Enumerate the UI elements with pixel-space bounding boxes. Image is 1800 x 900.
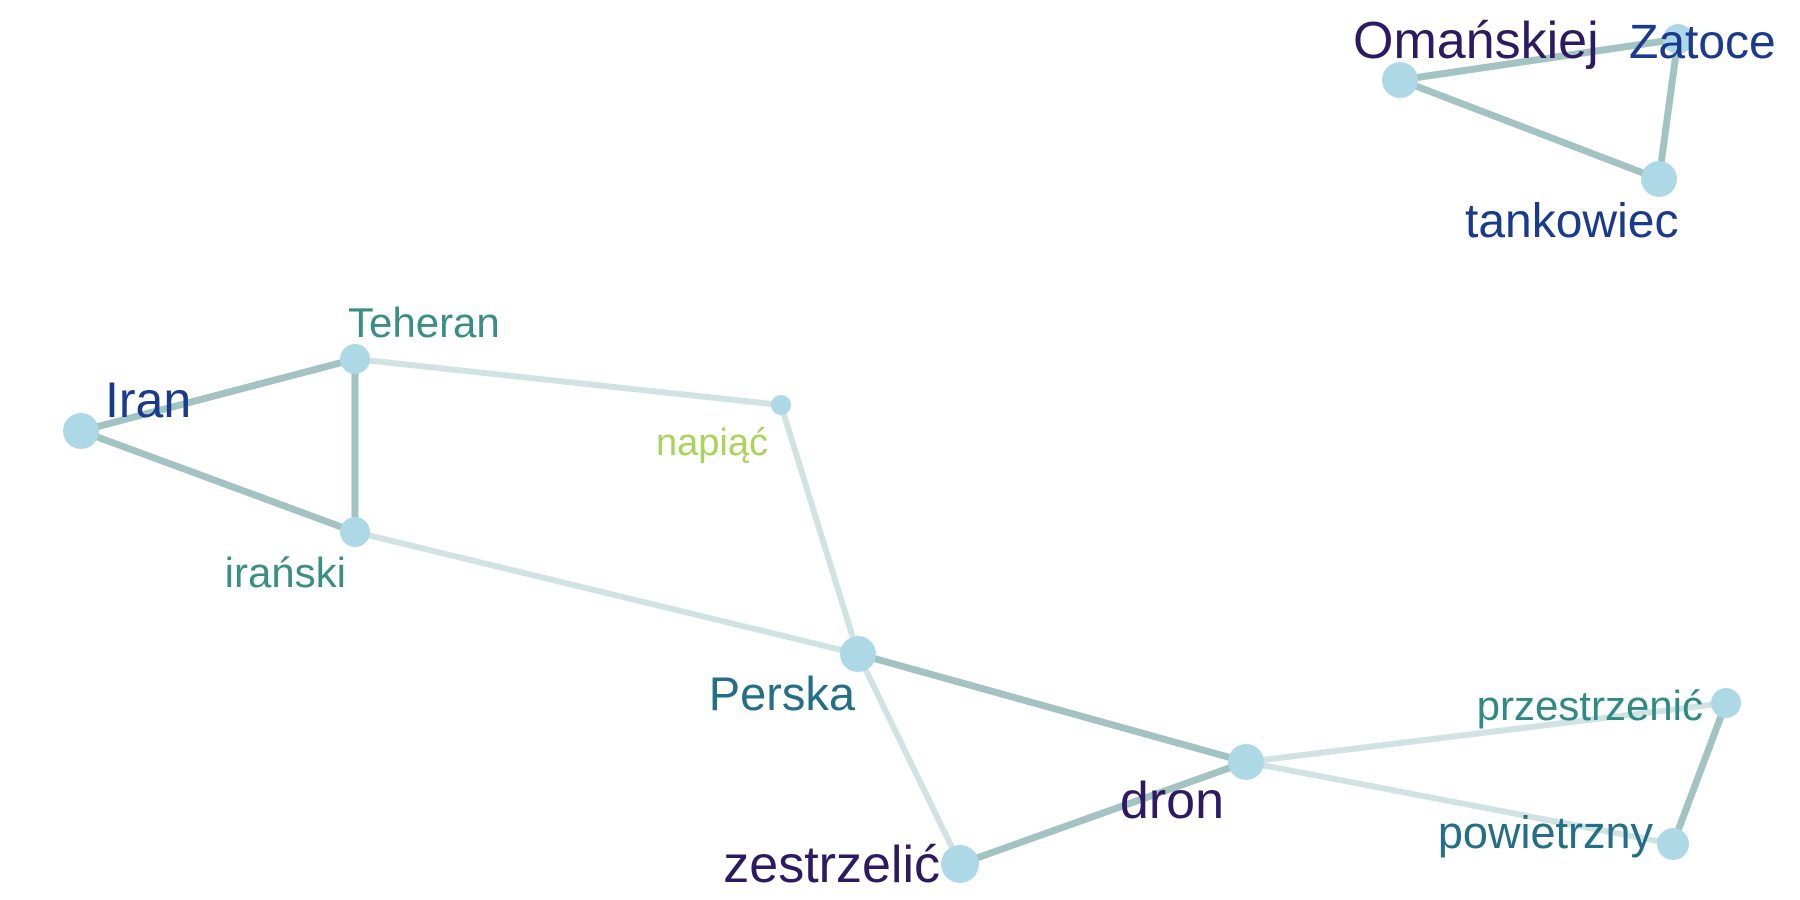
edges-layer [77, 35, 1730, 868]
node-przestrzenic [1711, 688, 1741, 718]
edge-przestrzenic-powietrzny [1669, 699, 1730, 848]
node-label-iran: Iran [105, 372, 191, 428]
edge-iran-iranski [77, 427, 359, 536]
node-label-teheran: Teheran [348, 299, 500, 346]
edge-dron-powietrzny [1243, 759, 1676, 847]
node-label-iranski: irański [225, 549, 346, 596]
node-zestrzelic [941, 845, 979, 883]
edge-omanskiej-tankowiec [1396, 76, 1663, 183]
node-zatoce [1663, 24, 1693, 54]
labels-layer: Omańskiej Zatoce tankowiec Teheran Iran napią… [105, 12, 1776, 894]
node-dron [1228, 744, 1264, 780]
edge-iranski-perska [352, 529, 861, 657]
node-label-napiac: napiąć [656, 422, 768, 464]
node-label-przestrzenic: przestrzenić [1477, 682, 1703, 729]
edge-dron-przestrzenic [1243, 700, 1729, 765]
node-napiac [771, 395, 791, 415]
node-tankowiec [1641, 161, 1677, 197]
node-label-powietrzny: powietrzny [1438, 807, 1654, 858]
edge-napiac-perska [778, 402, 861, 657]
edge-perska-zestrzelic [855, 651, 963, 867]
edge-teheran-napiac [352, 356, 784, 408]
node-omanskiej [1382, 62, 1418, 98]
edge-zestrzelic-dron [956, 758, 1250, 868]
edge-zatoce-tankowiec [1655, 35, 1682, 183]
edge-perska-dron [854, 650, 1250, 766]
node-label-omanskiej: Omańskiej [1353, 12, 1599, 70]
node-iranski [340, 517, 370, 547]
node-label-dron: dron [1120, 772, 1224, 830]
nodes-layer [63, 24, 1741, 883]
node-label-zestrzelic: zestrzelić [723, 836, 940, 894]
edge-iran-teheran [77, 355, 359, 435]
node-powietrzny [1657, 828, 1689, 860]
node-label-perska: Perska [709, 667, 856, 720]
node-label-zatoce: Zatoce [1629, 16, 1776, 69]
edge-omanskiej-zatoce [1396, 35, 1682, 84]
node-label-tankowiec: tankowiec [1465, 195, 1678, 248]
node-teheran [340, 344, 370, 374]
node-iran [63, 413, 99, 449]
node-perska [840, 636, 876, 672]
